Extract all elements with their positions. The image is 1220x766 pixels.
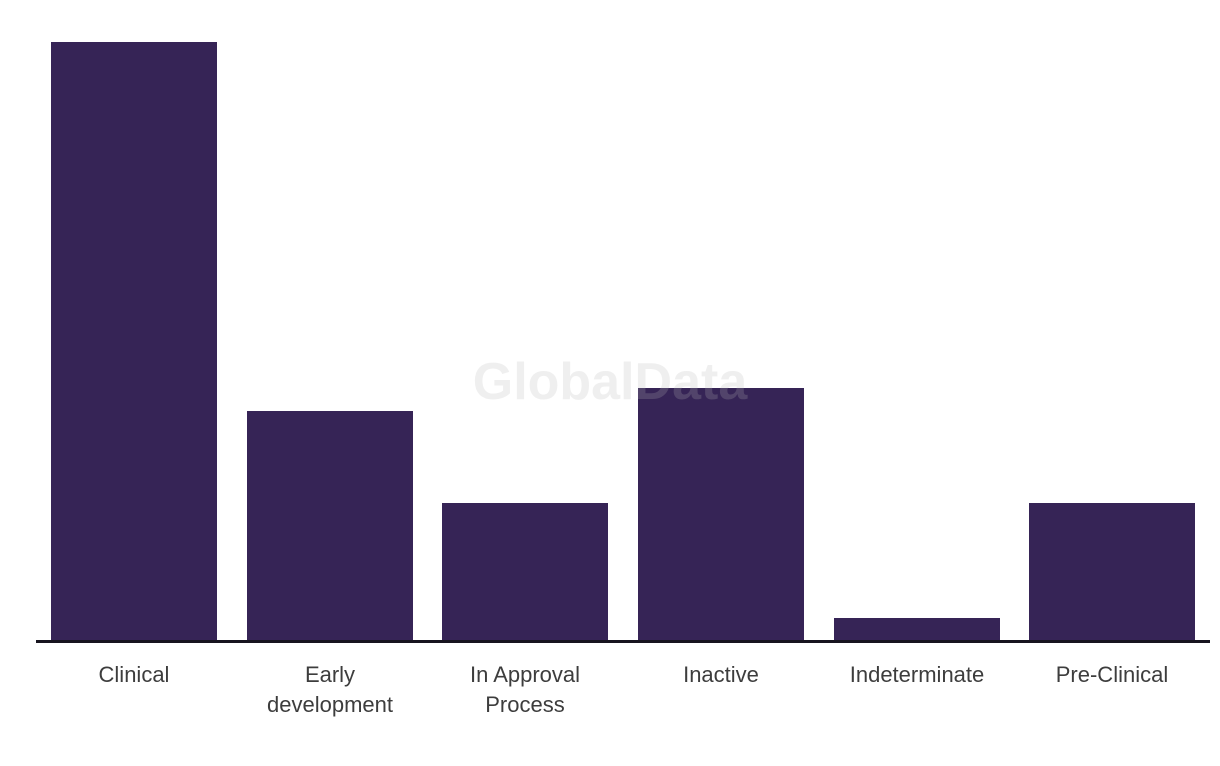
bar-in-approval-process [442, 503, 608, 641]
x-axis-label-early-development: Early development [267, 662, 393, 717]
bar-indeterminate [834, 618, 1000, 641]
x-axis-label-inactive: Inactive [683, 662, 759, 687]
bar-clinical [51, 42, 217, 641]
bar-early-development [247, 411, 413, 641]
bar-inactive [638, 388, 804, 641]
x-axis-label-clinical: Clinical [98, 662, 170, 687]
bar-pre-clinical [1029, 503, 1195, 641]
x-axis-label-pre-clinical: Pre-Clinical [1055, 662, 1169, 687]
x-axis-label-indeterminate: Indeterminate [849, 662, 985, 687]
x-axis-label-in-approval-process: In Approval Process [469, 662, 581, 717]
x-axis-line [36, 640, 1210, 643]
